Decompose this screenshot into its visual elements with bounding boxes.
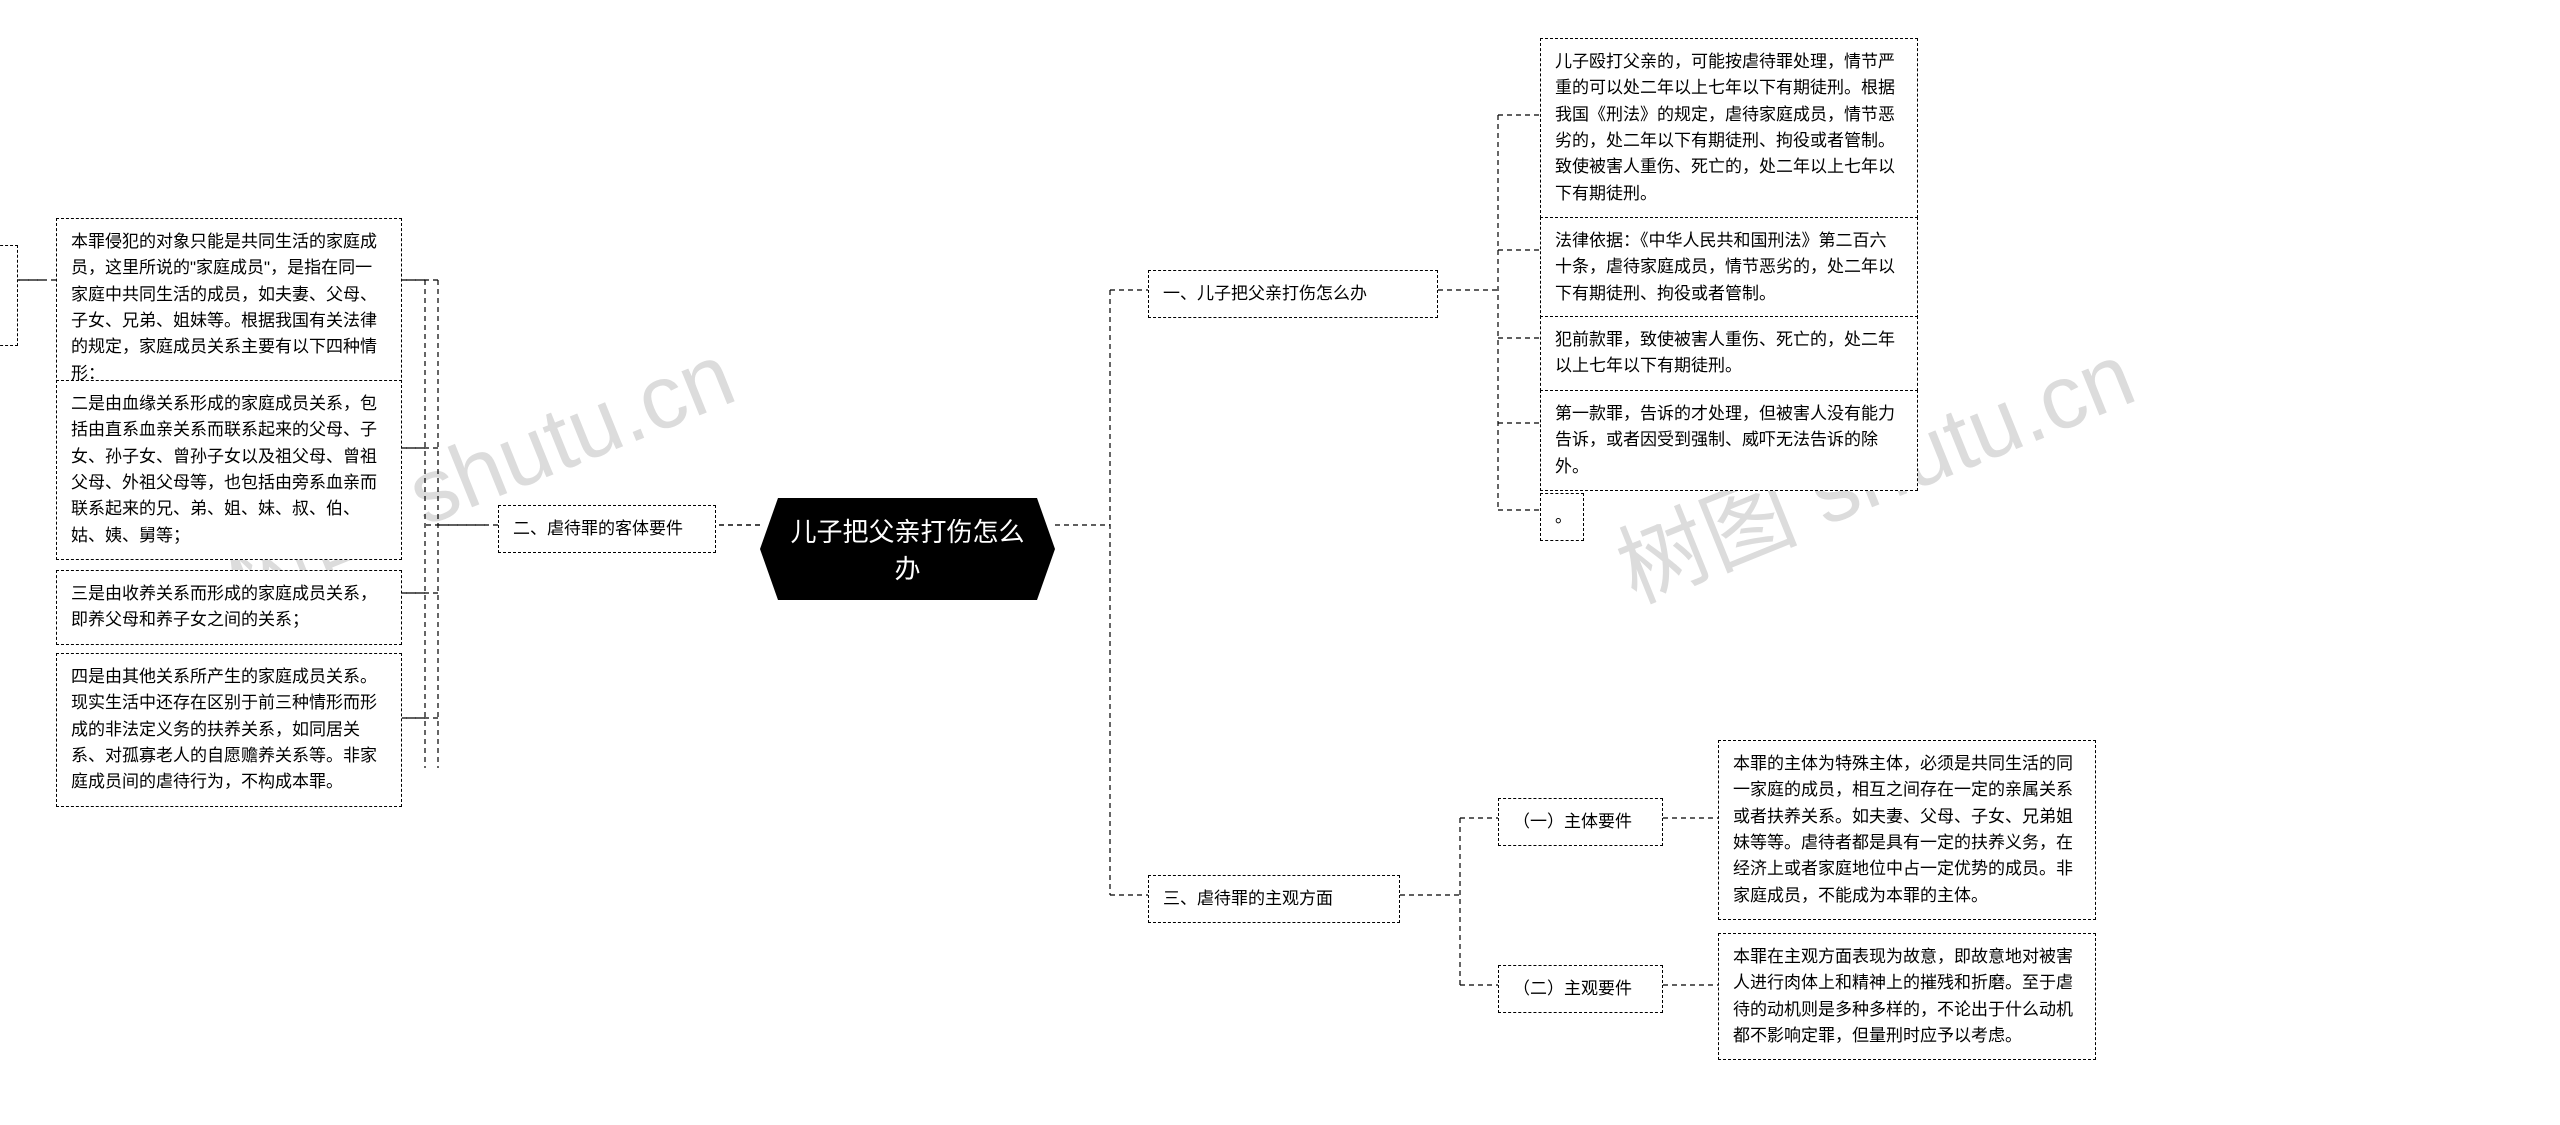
section2-item4: 四是由其他关系所产生的家庭成员关系。现实生活中还存在区别于前三种情形而形成的非法…: [56, 653, 402, 807]
section3-title: 三、虐待罪的主观方面: [1148, 875, 1400, 923]
section2-title: 二、虐待罪的客体要件: [498, 505, 716, 553]
section1-title: 一、儿子把父亲打伤怎么办: [1148, 270, 1438, 318]
section1-item-0: 儿子殴打父亲的，可能按虐待罪处理，情节严重的可以处二年以上七年以下有期徒刑。根据…: [1540, 38, 1918, 218]
section1-item-1: 法律依据：《中华人民共和国刑法》第二百六十条，虐待家庭成员，情节恶劣的，处二年以…: [1540, 217, 1918, 318]
root-node: 儿子把父亲打伤怎么办: [760, 498, 1055, 600]
section2-item2: 二是由血缘关系形成的家庭成员关系，包括由直系血亲关系而联系起来的父母、子女、孙子…: [56, 380, 402, 560]
section3-sub1-text: 本罪的主体为特殊主体，必须是共同生活的同一家庭的成员，相互之间存在一定的亲属关系…: [1718, 740, 2096, 920]
section3-sub1-label: （一）主体要件: [1498, 798, 1663, 846]
section1-item-2: 犯前款罪，致使被害人重伤、死亡的，处二年以上七年以下有期徒刑。: [1540, 316, 1918, 391]
section1-item-4: 。: [1540, 493, 1584, 541]
section1-item-3: 第一款罪，告诉的才处理，但被害人没有能力告诉，或者因受到强制、威吓无法告诉的除外…: [1540, 390, 1918, 491]
connectors-left-fix: [0, 0, 2560, 1125]
section2-intro-child: 一是由婚姻关系形成的家庭成员关系，如丈夫和妻子，夫妻关系是父母、子女关系产生的前…: [0, 245, 18, 346]
section3-sub2-label: （二）主观要件: [1498, 965, 1663, 1013]
section2-item3: 三是由收养关系而形成的家庭成员关系，即养父母和养子女之间的关系；: [56, 570, 402, 645]
section3-sub2-text: 本罪在主观方面表现为故意，即故意地对被害人进行肉体上和精神上的摧残和折磨。至于虐…: [1718, 933, 2096, 1060]
section2-intro: 本罪侵犯的对象只能是共同生活的家庭成员，这里所说的"家庭成员"，是指在同一家庭中…: [56, 218, 402, 398]
